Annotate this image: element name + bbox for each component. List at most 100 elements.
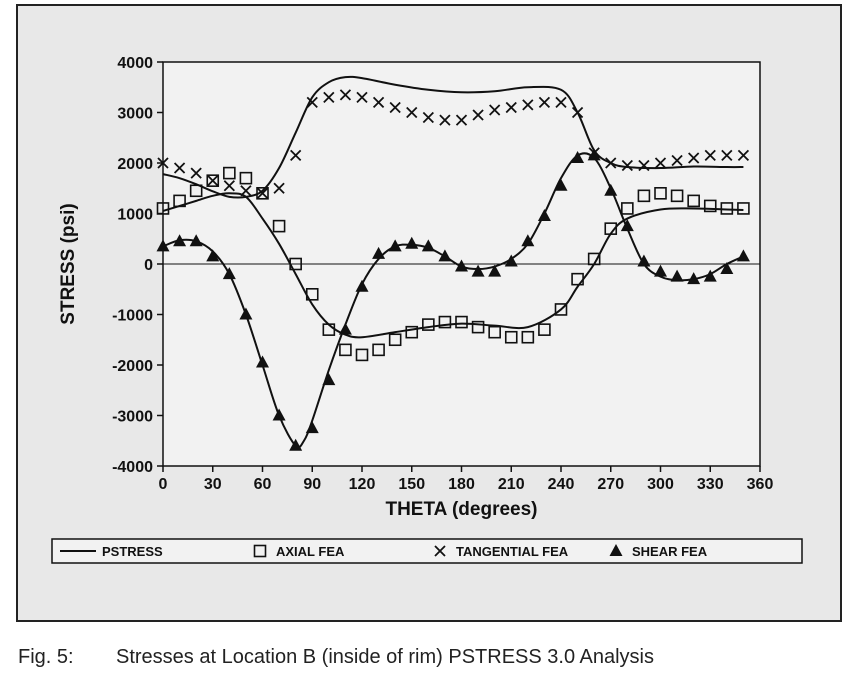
axial-fea-point (471, 320, 485, 334)
axial-fea-point (654, 187, 667, 200)
shear-fea-point (736, 249, 750, 262)
x-tick-label: 30 (204, 476, 222, 493)
stress-chart: -4000 -3000 -2000 -1000 0 1000 2000 3000 4000 0 30… (51, 55, 803, 564)
shear-fea-point (239, 307, 253, 320)
shear-fea-point (272, 408, 286, 421)
shear-fea-point (687, 272, 701, 285)
axial-fea-point (438, 315, 452, 329)
tangential-fea-point (207, 175, 219, 187)
x-tick-label: 150 (398, 476, 425, 493)
axial-fea-point (737, 202, 750, 215)
axial-fea-point (189, 184, 203, 198)
axial-fea-point (554, 303, 568, 316)
axial-fea-point (223, 166, 236, 180)
shear-fea-point (620, 219, 634, 232)
shear-fea-point (703, 269, 717, 282)
shear-fea-point (156, 239, 170, 252)
tangential-fea-point (256, 187, 269, 199)
shear-fea-point (372, 246, 386, 259)
tangential-fea-point (605, 157, 617, 169)
axial-fea-point (621, 202, 634, 215)
axial-fea-point (571, 272, 584, 286)
x-tick-label: 0 (159, 476, 168, 493)
y-axis-title: STRESS (psi) (58, 203, 79, 324)
pstress-curve (162, 192, 744, 339)
tangential-fea-point (522, 99, 534, 111)
tangential-fea-point (455, 114, 468, 126)
shear-fea-point (554, 178, 568, 191)
shear-fea-point (571, 150, 585, 163)
axial-fea-point (703, 199, 717, 213)
pstress-curve (162, 75, 744, 199)
legend-label: PSTRESS (102, 544, 163, 559)
tangential-fea-point (240, 185, 252, 197)
y-tick-label: 3000 (117, 106, 153, 123)
y-tick-label: -1000 (112, 308, 153, 325)
legend-marker-icon (434, 545, 446, 557)
shear-fea-point (405, 236, 419, 249)
shear-fea-point (322, 373, 336, 386)
tangential-fea-point (157, 157, 169, 169)
axial-fea-point (239, 171, 253, 185)
legend-label: AXIAL FEA (276, 544, 345, 559)
figure-caption-number: Fig. 5: (18, 646, 74, 668)
axial-fea-point (256, 187, 269, 200)
axial-fea-point (538, 323, 551, 336)
axial-fea-point (388, 333, 402, 347)
shear-fea-point (587, 148, 601, 161)
shear-fea-point (537, 209, 551, 222)
axial-fea-point (405, 325, 419, 339)
shear-fea-point (355, 279, 369, 292)
x-tick-label: 360 (747, 476, 774, 493)
tangential-fea-point (190, 167, 202, 179)
axial-fea-point (339, 343, 352, 357)
axial-fea-point (720, 202, 734, 215)
axial-fea-point (670, 189, 684, 203)
axial-fea-point (305, 287, 319, 301)
tangential-fea-point (173, 162, 186, 174)
tangential-fea-point (688, 152, 700, 164)
tangential-fea-point (356, 91, 368, 103)
axial-fea-point (422, 318, 435, 331)
x-tick-label: 210 (498, 476, 525, 493)
x-tick-label: 60 (254, 476, 272, 493)
tangential-fea-point (472, 109, 484, 121)
tangential-fea-point (571, 106, 584, 119)
axial-fea-point (455, 315, 468, 329)
legend-marker-icon (253, 544, 267, 558)
y-tick-label: -3000 (112, 409, 153, 426)
tangential-fea-point (323, 91, 335, 103)
shear-fea-point (421, 239, 435, 252)
shear-fea-point (604, 183, 618, 196)
tangential-fea-point (406, 106, 418, 119)
legend-marker-icon (609, 544, 623, 556)
shear-fea-point (256, 355, 269, 368)
shear-fea-point (720, 262, 734, 275)
tangential-fea-point (654, 157, 667, 169)
tangential-fea-point (273, 182, 285, 194)
y-tick-label: 4000 (117, 55, 153, 72)
tangential-fea-point (223, 180, 235, 192)
shear-fea-point (471, 264, 485, 277)
shear-fea-point (222, 267, 236, 280)
tangential-fea-point (339, 89, 352, 101)
tangential-fea-point (290, 149, 302, 162)
tangential-fea-point (737, 149, 750, 162)
shear-fea-point (654, 264, 667, 277)
shear-fea-point (173, 234, 187, 247)
x-tick-label: 330 (697, 476, 724, 493)
axial-fea-point (289, 257, 302, 271)
tangential-fea-point (489, 104, 501, 116)
y-tick-label: -2000 (112, 358, 153, 375)
legend-box (51, 538, 803, 564)
axial-fea-point (687, 194, 700, 208)
shear-fea-point (388, 239, 402, 252)
tangential-fea-point (306, 96, 318, 109)
axial-fea-point (637, 189, 651, 203)
x-axis-title: THETA (degrees) (385, 499, 537, 520)
axial-fea-point (372, 343, 385, 357)
x-tick-label: 180 (448, 476, 475, 493)
tangential-fea-point (505, 101, 517, 114)
y-tick-label: 1000 (117, 207, 153, 224)
